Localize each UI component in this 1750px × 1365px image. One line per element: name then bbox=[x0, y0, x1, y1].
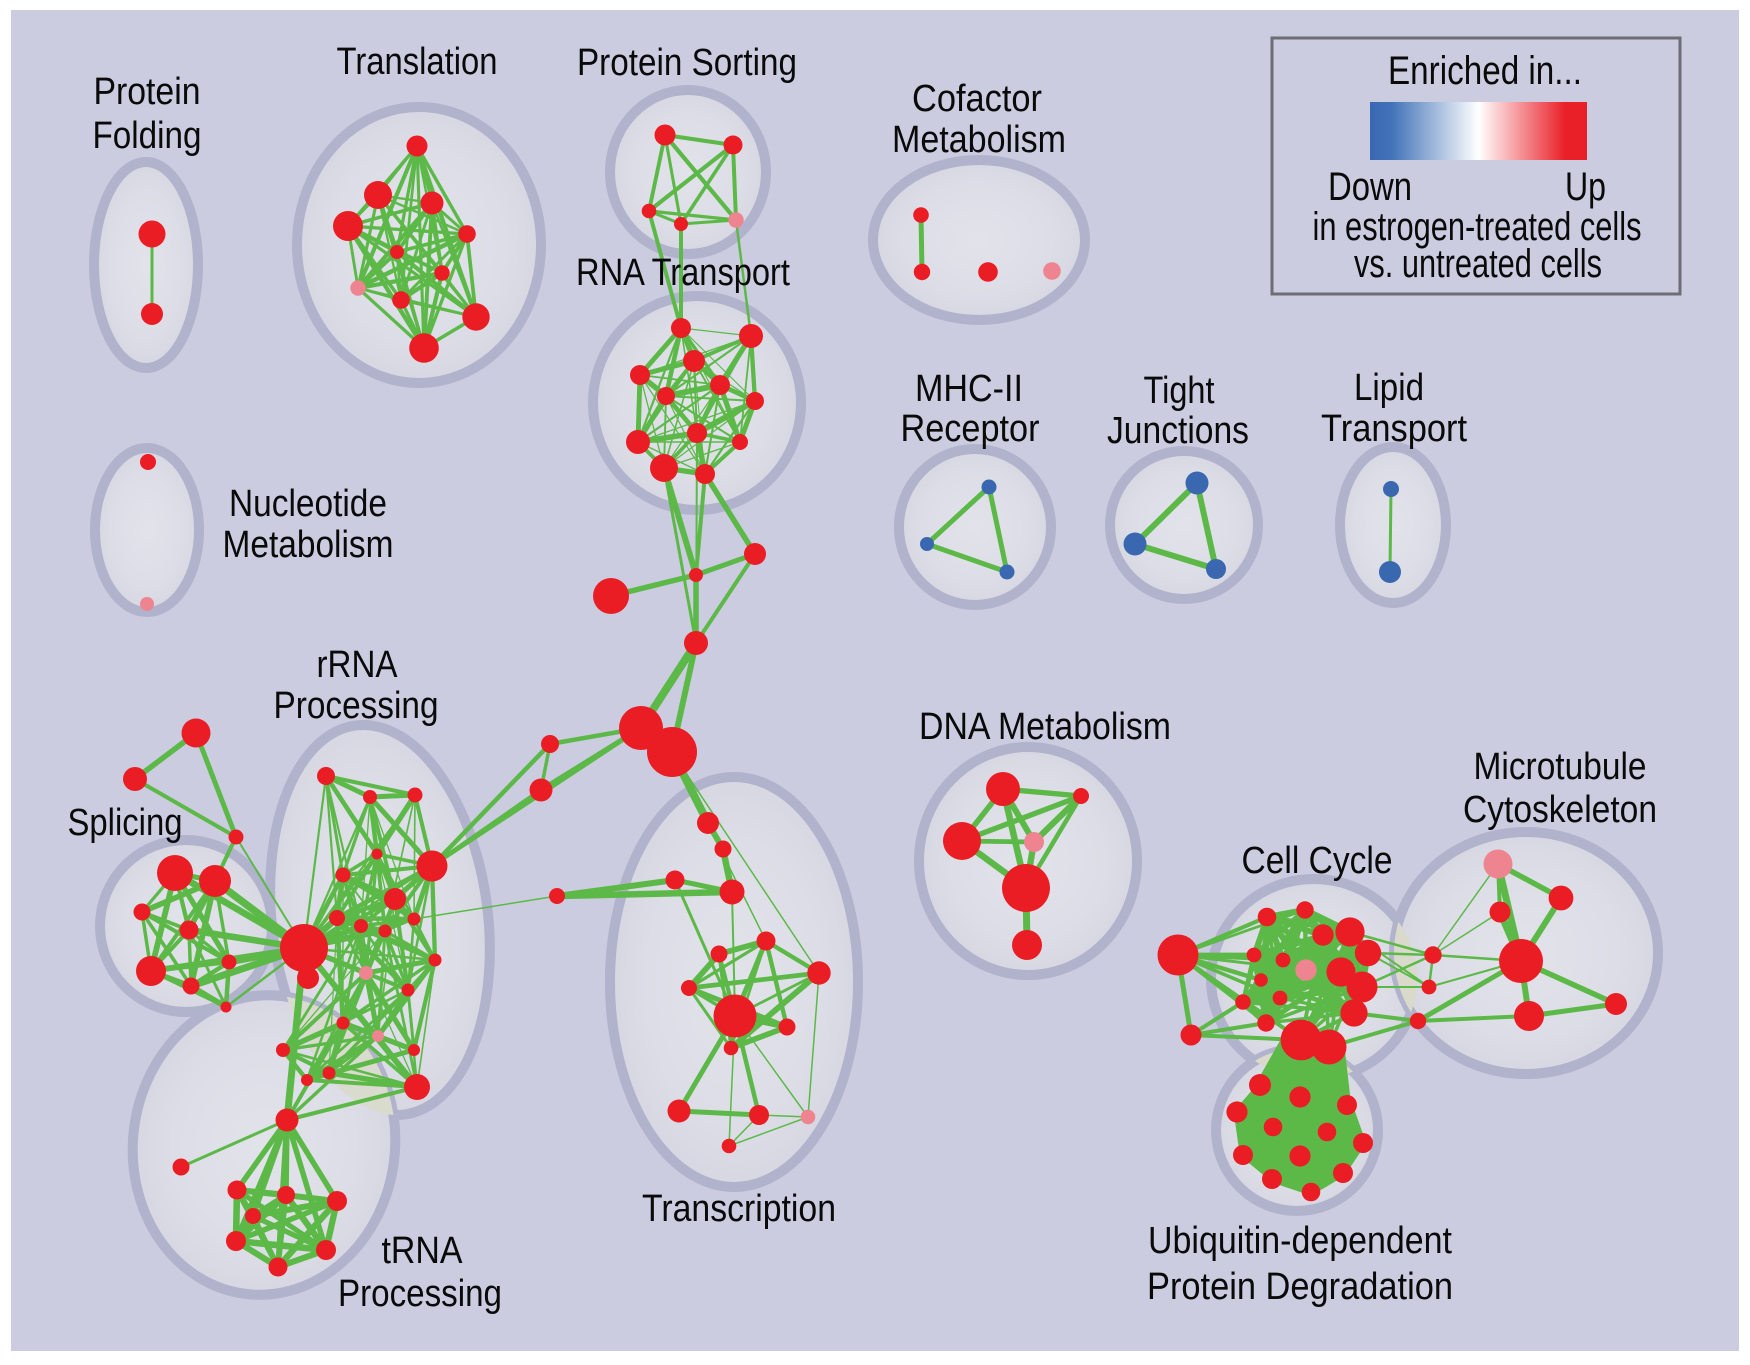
svg-text:Receptor: Receptor bbox=[901, 408, 1040, 450]
svg-text:Lipid: Lipid bbox=[1354, 367, 1424, 409]
svg-text:in estrogen-treated cells: in estrogen-treated cells bbox=[1313, 205, 1642, 249]
svg-text:MHC-II: MHC-II bbox=[915, 368, 1023, 410]
svg-text:DNA Metabolism: DNA Metabolism bbox=[919, 706, 1171, 748]
svg-text:Splicing: Splicing bbox=[68, 802, 183, 844]
svg-text:Down: Down bbox=[1328, 165, 1412, 209]
svg-text:Protein Degradation: Protein Degradation bbox=[1147, 1266, 1453, 1308]
svg-text:Processing: Processing bbox=[274, 685, 439, 727]
svg-text:Enriched in...: Enriched in... bbox=[1388, 49, 1582, 93]
svg-text:Transcription: Transcription bbox=[642, 1188, 836, 1230]
svg-text:RNA Transport: RNA Transport bbox=[576, 252, 790, 294]
svg-text:Junctions: Junctions bbox=[1107, 410, 1249, 452]
svg-text:Processing: Processing bbox=[338, 1273, 502, 1315]
svg-text:Cofactor: Cofactor bbox=[912, 78, 1042, 120]
svg-text:Metabolism: Metabolism bbox=[892, 119, 1066, 161]
svg-text:Protein: Protein bbox=[94, 71, 201, 113]
svg-text:Translation: Translation bbox=[337, 41, 498, 83]
svg-text:Folding: Folding bbox=[93, 115, 202, 157]
svg-text:Up: Up bbox=[1565, 165, 1606, 209]
svg-text:Transport: Transport bbox=[1321, 408, 1467, 450]
svg-text:Metabolism: Metabolism bbox=[223, 524, 394, 566]
svg-text:Protein Sorting: Protein Sorting bbox=[577, 42, 797, 84]
svg-text:Tight: Tight bbox=[1144, 370, 1215, 412]
svg-text:vs. untreated cells: vs. untreated cells bbox=[1354, 242, 1602, 286]
svg-text:Cytoskeleton: Cytoskeleton bbox=[1463, 789, 1657, 831]
svg-text:Ubiquitin-dependent: Ubiquitin-dependent bbox=[1148, 1220, 1452, 1262]
svg-text:rRNA: rRNA bbox=[317, 644, 399, 686]
svg-text:tRNA: tRNA bbox=[382, 1230, 464, 1272]
svg-text:Cell Cycle: Cell Cycle bbox=[1242, 840, 1393, 882]
svg-text:Nucleotide: Nucleotide bbox=[229, 483, 387, 525]
svg-text:Microtubule: Microtubule bbox=[1474, 746, 1647, 788]
